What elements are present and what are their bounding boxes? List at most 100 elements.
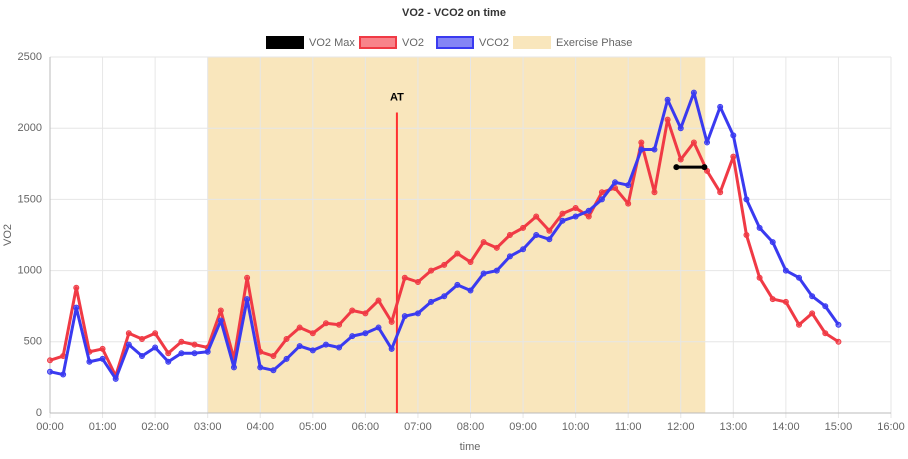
data-point [664,96,671,103]
data-point [86,358,93,365]
data-point [756,224,763,231]
data-point [520,224,527,231]
x-tick-label: 12:00 [667,421,695,433]
vo2-max-point [673,164,680,171]
data-point [480,270,487,277]
y-tick-label: 1500 [18,193,42,205]
data-point [47,368,53,375]
data-point [336,344,343,351]
legend-label: VO2 Max [309,37,355,49]
data-point [349,307,356,314]
legend-label: Exercise Phase [556,37,632,49]
x-tick-label: 01:00 [89,421,117,433]
data-point [598,189,605,196]
data-point [138,335,145,342]
data-point [677,125,684,132]
x-tick-label: 13:00 [720,421,748,433]
data-point [217,317,224,324]
data-point [717,103,724,110]
data-point [743,196,750,203]
x-tick-label: 10:00 [562,421,590,433]
data-point [191,350,198,357]
data-point [796,321,803,328]
x-axis-label: time [460,441,481,453]
legend-label: VCO2 [479,37,509,49]
data-point [638,139,645,146]
data-point [191,341,198,348]
data-point [612,179,619,186]
data-point [625,200,632,207]
data-point [283,355,290,362]
y-tick-label: 500 [24,336,42,348]
data-point [598,196,605,203]
data-point [336,321,343,328]
data-point [546,227,553,234]
data-point [717,189,724,196]
x-tick-label: 15:00 [825,421,853,433]
data-point [73,284,80,291]
y-tick-label: 0 [36,407,42,419]
data-point [769,239,776,246]
legend-swatch [436,36,474,49]
data-point [125,341,132,348]
data-point [559,217,566,224]
data-point [520,246,527,253]
data-point [178,338,185,345]
data-point [533,213,540,220]
data-point [822,303,829,310]
data-point [677,156,684,163]
data-point [230,364,237,371]
data-point [493,244,500,251]
data-point [743,232,750,238]
data-point [651,189,658,196]
data-point [125,330,132,337]
data-point [375,324,382,331]
data-point [585,213,592,220]
x-tick-label: 05:00 [299,421,327,433]
data-point [60,353,67,360]
data-point [138,353,145,360]
exercise-phase [207,57,706,413]
data-point [309,347,316,354]
data-point [769,296,776,303]
legend-swatch [513,36,551,49]
x-tick-label: 16:00 [877,421,905,433]
data-point [572,213,579,220]
data-point [506,253,513,260]
data-point [322,341,329,348]
data-point [217,307,224,314]
x-tick-label: 04:00 [246,421,274,433]
data-point [585,207,592,214]
data-point [388,318,395,325]
data-point [493,267,500,274]
data-point [99,345,106,352]
data-point [809,293,816,300]
data-point [375,297,382,304]
data-point [322,320,329,327]
y-axis-label: VO2 [2,224,14,246]
chart-title: VO2 - VCO2 on time [402,7,506,19]
data-point [296,343,303,350]
data-point [362,330,369,337]
data-point [572,204,579,211]
data-point [112,375,119,382]
data-point [401,274,408,281]
data-point [690,89,697,96]
data-point [835,338,842,345]
y-tick-label: 2500 [18,51,42,63]
x-tick-label: 07:00 [404,421,432,433]
data-point [152,344,159,351]
data-point [638,146,645,153]
data-point [454,281,461,288]
x-tick-label: 00:00 [36,421,64,433]
at-label: AT [390,91,404,103]
data-point [257,364,264,371]
data-point [270,367,277,374]
x-tick-label: 14:00 [772,421,800,433]
data-point [244,274,251,281]
data-point [822,330,829,337]
data-point [467,259,474,266]
data-point [664,116,671,123]
data-point [401,313,408,320]
data-point [441,261,448,268]
